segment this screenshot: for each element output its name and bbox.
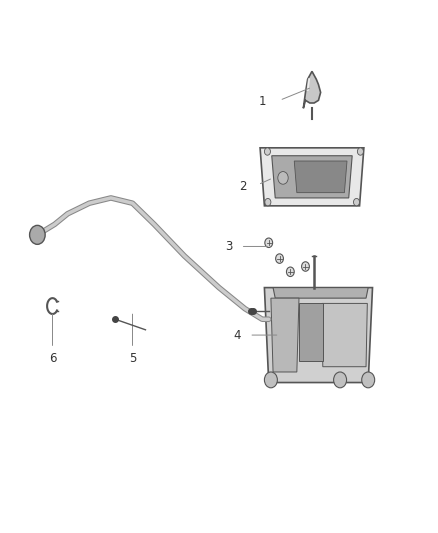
Circle shape — [265, 372, 277, 388]
Circle shape — [286, 267, 294, 277]
Text: 1: 1 — [258, 95, 266, 108]
Circle shape — [278, 172, 288, 184]
Circle shape — [334, 372, 346, 388]
Text: 4: 4 — [233, 328, 241, 342]
Circle shape — [265, 148, 270, 155]
Polygon shape — [271, 298, 299, 372]
Polygon shape — [265, 288, 372, 383]
Polygon shape — [322, 303, 367, 367]
Polygon shape — [272, 156, 352, 198]
Text: 2: 2 — [239, 180, 247, 193]
Circle shape — [302, 262, 309, 271]
Circle shape — [265, 238, 272, 247]
Polygon shape — [260, 148, 364, 206]
Text: 3: 3 — [225, 240, 232, 253]
Circle shape — [276, 254, 283, 263]
Circle shape — [265, 198, 271, 206]
Polygon shape — [299, 303, 323, 361]
Circle shape — [357, 148, 364, 155]
Text: 6: 6 — [49, 352, 56, 365]
Circle shape — [30, 225, 45, 244]
Polygon shape — [294, 161, 347, 192]
Polygon shape — [304, 71, 321, 108]
Polygon shape — [273, 288, 368, 298]
Circle shape — [353, 198, 360, 206]
Circle shape — [362, 372, 374, 388]
Text: 5: 5 — [129, 352, 136, 365]
